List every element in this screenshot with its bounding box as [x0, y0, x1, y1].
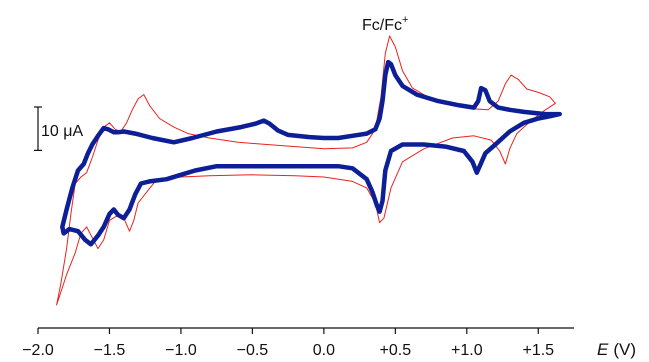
- x-axis-label: E (V): [597, 340, 636, 359]
- x-tick-label: −1.0: [165, 342, 197, 359]
- x-tick-label: +0.5: [380, 342, 412, 359]
- chart-series-group: [56, 35, 562, 306]
- x-tick-label: 0.0: [313, 342, 335, 359]
- annotation-superscript: +: [402, 14, 408, 26]
- x-tick-label: −2.0: [22, 342, 54, 359]
- x-axis-label-symbol: E: [597, 340, 609, 359]
- scale-bar-label: 10 μA: [41, 123, 83, 140]
- ferrocene-annotation: Fc/Fc+: [362, 14, 408, 34]
- x-axis-ticks: −2.0 −1.5 −1.0 −0.5 0.0 +0.5 +1.0 +1.5: [22, 328, 554, 359]
- annotation-text: Fc/Fc: [362, 17, 402, 34]
- series-bold-blue: [60, 59, 562, 247]
- x-tick-label: −1.5: [94, 342, 126, 359]
- x-tick-label: +1.5: [522, 342, 554, 359]
- series-thin-red: [56, 35, 556, 306]
- x-tick-label: −0.5: [237, 342, 269, 359]
- x-tick-label: +1.0: [451, 342, 483, 359]
- x-axis-label-unit: (V): [613, 340, 636, 359]
